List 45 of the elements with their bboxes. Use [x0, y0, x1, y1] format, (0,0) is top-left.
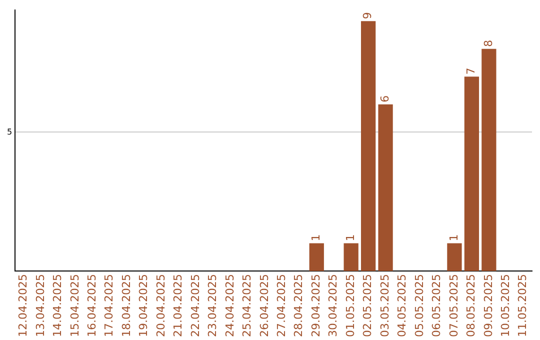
x-tick-label: 09.05.2025 [482, 274, 495, 338]
x-tick-label: 01.05.2025 [344, 274, 357, 338]
x-tick-label: 27.04.2025 [275, 274, 288, 338]
data-label: 1 [447, 234, 460, 242]
bar [482, 48, 496, 272]
x-tick-label: 24.04.2025 [223, 274, 236, 338]
bar [360, 21, 376, 272]
data-label: 1 [309, 234, 322, 242]
x-tick-label: 29.04.2025 [309, 274, 322, 338]
bar [309, 243, 324, 272]
data-label: 9 [361, 12, 374, 20]
x-tick-label: 18.04.2025 [120, 274, 133, 338]
x-tick-label: 17.04.2025 [102, 274, 116, 338]
y-tick-label: 5 [6, 127, 12, 136]
data-label: 1 [344, 234, 357, 242]
x-tick-label: 25.04.2025 [240, 274, 254, 338]
x-tick-label: 07.05.2025 [447, 274, 460, 338]
x-tick-label: 19.04.2025 [137, 274, 150, 338]
x-tick-label: 02.05.2025 [361, 274, 374, 338]
x-tick-label: 15.04.2025 [68, 274, 82, 338]
bar [378, 104, 393, 272]
bar [464, 76, 480, 272]
x-tick-label: 23.04.2025 [206, 274, 220, 338]
x-tick-label: 06.05.2025 [430, 274, 444, 338]
data-label: 7 [464, 68, 478, 75]
x-tick-label: 13.04.2025 [34, 274, 47, 338]
x-tick-label: 05.05.2025 [412, 274, 426, 338]
bar [447, 243, 462, 272]
x-tick-label: 11.05.2025 [516, 274, 530, 338]
x-tick-label: 16.04.2025 [85, 274, 98, 338]
x-tick-label: 30.04.2025 [326, 274, 340, 338]
data-label: 6 [378, 95, 392, 102]
bar [344, 243, 358, 272]
x-tick-label: 08.05.2025 [464, 274, 478, 338]
x-tick-label: 12.04.2025 [16, 274, 30, 338]
x-tick-label: 28.04.2025 [292, 274, 306, 338]
x-tick-label: 10.05.2025 [499, 274, 512, 338]
x-tick-label: 20.04.2025 [154, 274, 168, 338]
x-tick-label: 26.04.2025 [258, 274, 271, 338]
x-tick-label: 04.05.2025 [396, 274, 409, 338]
x-tick-label: 14.04.2025 [51, 274, 64, 338]
data-label: 8 [482, 40, 495, 47]
x-tick-label: 03.05.2025 [378, 274, 392, 338]
x-tick-label: 22.04.2025 [188, 274, 202, 338]
x-tick-label: 21.04.2025 [172, 274, 185, 338]
